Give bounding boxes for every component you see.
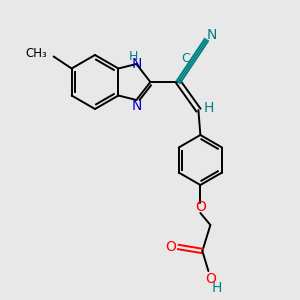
Text: N: N [206,28,217,42]
Text: CH₃: CH₃ [26,47,48,60]
Text: H: H [211,281,222,295]
Text: H: H [203,101,214,115]
Text: O: O [195,200,206,214]
Text: H: H [129,50,138,64]
Text: N: N [131,99,142,113]
Text: N: N [131,57,142,71]
Text: C: C [181,52,190,65]
Text: O: O [205,272,216,286]
Text: O: O [165,240,176,254]
